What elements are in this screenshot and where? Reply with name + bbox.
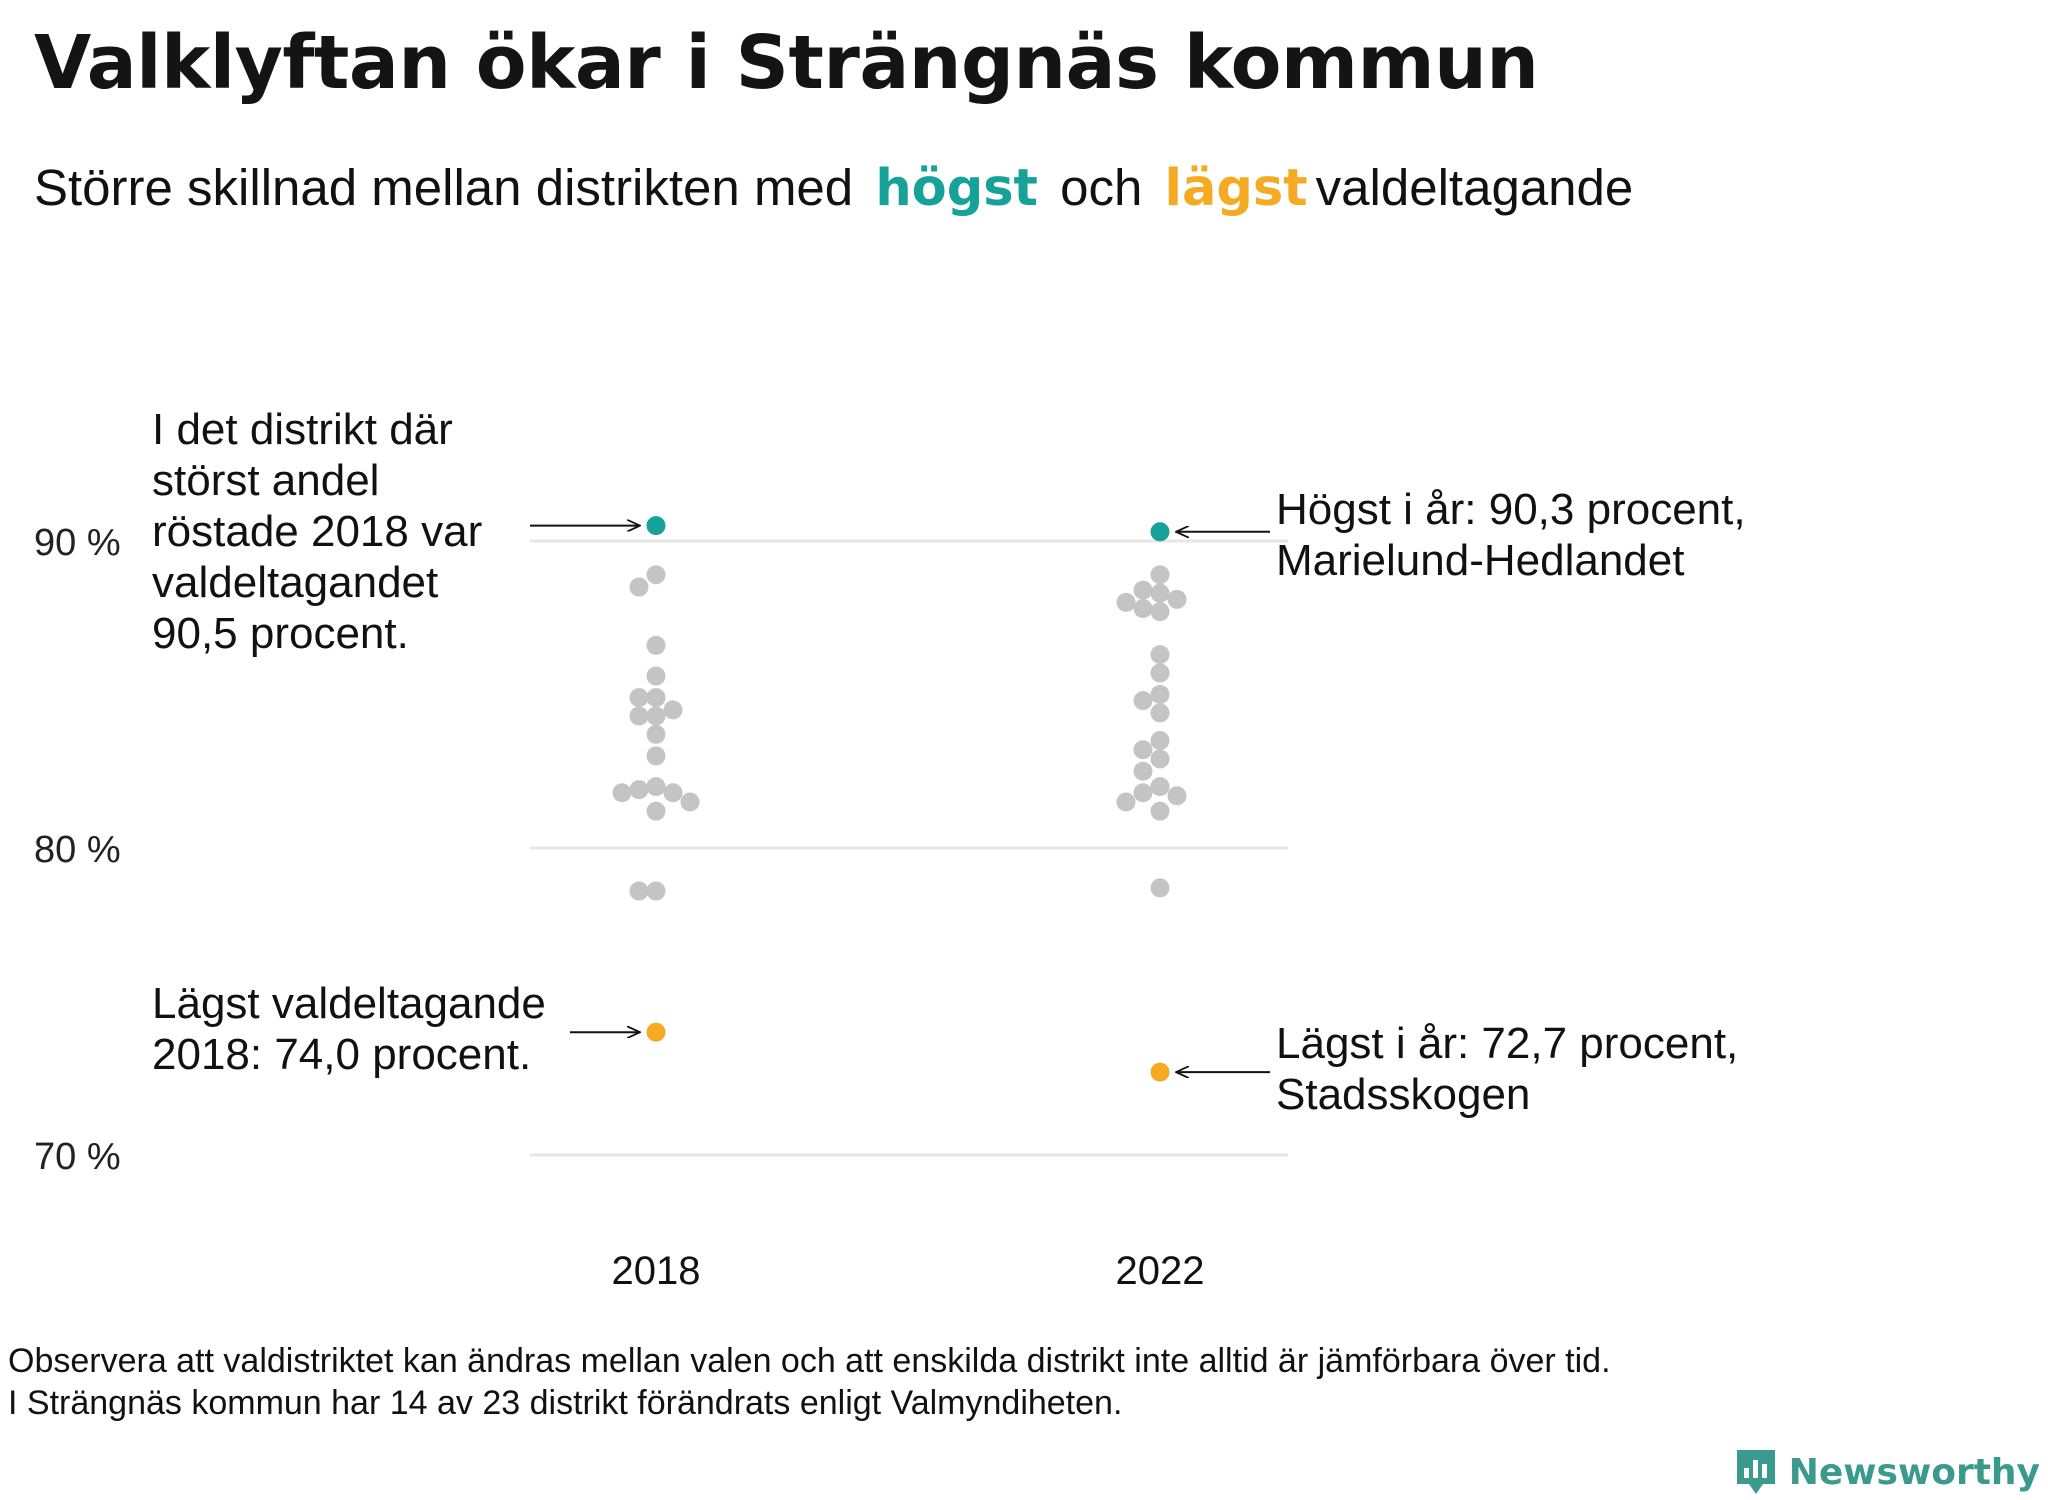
annotation-lowest-2022: Lägst i år: 72,7 procent, Stadsskogen <box>1276 1018 1738 1120</box>
dot-2022-16 <box>1133 761 1153 781</box>
x-tick-label-2018: 2018 <box>612 1249 701 1293</box>
annotation-arrows <box>530 526 1270 1072</box>
dot-2022-8 <box>1150 645 1170 665</box>
annotation-highest-2022-district: Marielund-Hedlandet <box>1276 536 1685 585</box>
dot-2018-11 <box>646 746 666 766</box>
annotation-lowest-2018: Lägst valdeltagande 2018: 74,0 procent. <box>152 979 546 1079</box>
dot-2018-3 <box>646 635 666 655</box>
dot-2018-10 <box>646 724 666 744</box>
dot-2018-lowest <box>646 1022 666 1042</box>
annotation-lowest-2022-district: Stadsskogen <box>1276 1070 1531 1119</box>
subtitle-text-start: Större skillnad mellan distrikten med <box>34 159 854 216</box>
dot-2022-14 <box>1133 740 1153 760</box>
annotation-highest-2022-value: Högst i år: 90,3 procent, <box>1276 485 1746 534</box>
dot-2022-11 <box>1133 691 1153 711</box>
dot-2022-7 <box>1150 602 1170 622</box>
dot-2022-6 <box>1133 599 1153 619</box>
footnote-line-2: I Strängnäs kommun har 14 av 23 distrikt… <box>8 1384 1123 1422</box>
dot-2018-8 <box>646 706 666 726</box>
dot-2022-17 <box>1150 777 1170 797</box>
dot-2018-2 <box>629 577 649 597</box>
dot-2018-19 <box>629 881 649 901</box>
subtitle-highlight-low: lägst <box>1164 159 1308 218</box>
dot-2018-14 <box>663 783 683 803</box>
chart-title: Valklyftan ökar i Strängnäs kommun <box>34 20 1539 106</box>
dot-2022-4 <box>1167 589 1187 609</box>
subtitle-text-end: valdeltagande <box>1315 159 1634 216</box>
brand-name: Newsworthy <box>1788 1451 2040 1493</box>
dot-2022-22 <box>1150 878 1170 898</box>
x-tick-label-2022: 2022 <box>1116 1249 1205 1293</box>
subtitle-highlight-high: högst <box>875 159 1038 218</box>
dot-2022-21 <box>1150 801 1170 821</box>
dot-2018-17 <box>646 801 666 821</box>
dot-2018-16 <box>680 792 700 812</box>
dot-2022-5 <box>1116 592 1136 612</box>
dot-2022-19 <box>1167 786 1187 806</box>
dot-2018-12 <box>646 777 666 797</box>
x-axis-labels: 2018 2022 <box>612 1249 1205 1293</box>
dot-2022-1 <box>1150 565 1170 585</box>
dot-2018-6 <box>629 688 649 708</box>
gridlines <box>530 539 1288 1157</box>
annotation-lowest-2022-value: Lägst i år: 72,7 procent, <box>1276 1019 1739 1068</box>
y-tick-label-80: 80 % <box>34 829 121 871</box>
dot-2018-13 <box>629 780 649 800</box>
dot-2018-9 <box>629 706 649 726</box>
dot-2022-20 <box>1116 792 1136 812</box>
dot-2022-2 <box>1133 580 1153 600</box>
dot-2018-highest <box>646 516 666 536</box>
footnote-line-1: Observera att valdistriktet kan ändras m… <box>8 1342 1611 1380</box>
footnote: Observera att valdistriktet kan ändras m… <box>8 1340 1611 1424</box>
newsworthy-logo-icon <box>1736 1450 1775 1494</box>
chart-subtitle: Större skillnad mellan distrikten med hö… <box>34 158 1641 218</box>
y-tick-label-90: 90 % <box>34 522 121 564</box>
subtitle-text-middle: och <box>1060 159 1143 216</box>
annotation-highest-2022: Högst i år: 90,3 procent, Marielund-Hedl… <box>1276 484 1746 586</box>
dot-2022-15 <box>1150 749 1170 769</box>
y-tick-label-70: 70 % <box>34 1136 121 1178</box>
annotation-highest-2018: I det distrikt där störst andel röstade … <box>152 405 483 658</box>
y-axis-labels: 90 % 80 % 70 % <box>34 522 121 1178</box>
dot-2022-9 <box>1150 663 1170 683</box>
dot-2022-10 <box>1150 685 1170 704</box>
dot-2018-18 <box>646 881 666 901</box>
dot-2018-5 <box>646 688 666 708</box>
dot-2022-lowest <box>1150 1062 1170 1082</box>
dot-2018-1 <box>646 565 666 585</box>
dot-2022-3 <box>1150 583 1170 603</box>
dot-2018-7 <box>663 700 683 720</box>
dot-2018-4 <box>646 666 666 686</box>
dot-2022-18 <box>1133 783 1153 803</box>
brand-logo: Newsworthy <box>1733 1446 2040 1498</box>
dot-2018-15 <box>612 783 632 803</box>
data-points <box>612 516 1187 1082</box>
dot-2022-highest <box>1150 522 1170 542</box>
dot-2022-13 <box>1150 731 1170 751</box>
dot-2022-12 <box>1150 703 1170 723</box>
